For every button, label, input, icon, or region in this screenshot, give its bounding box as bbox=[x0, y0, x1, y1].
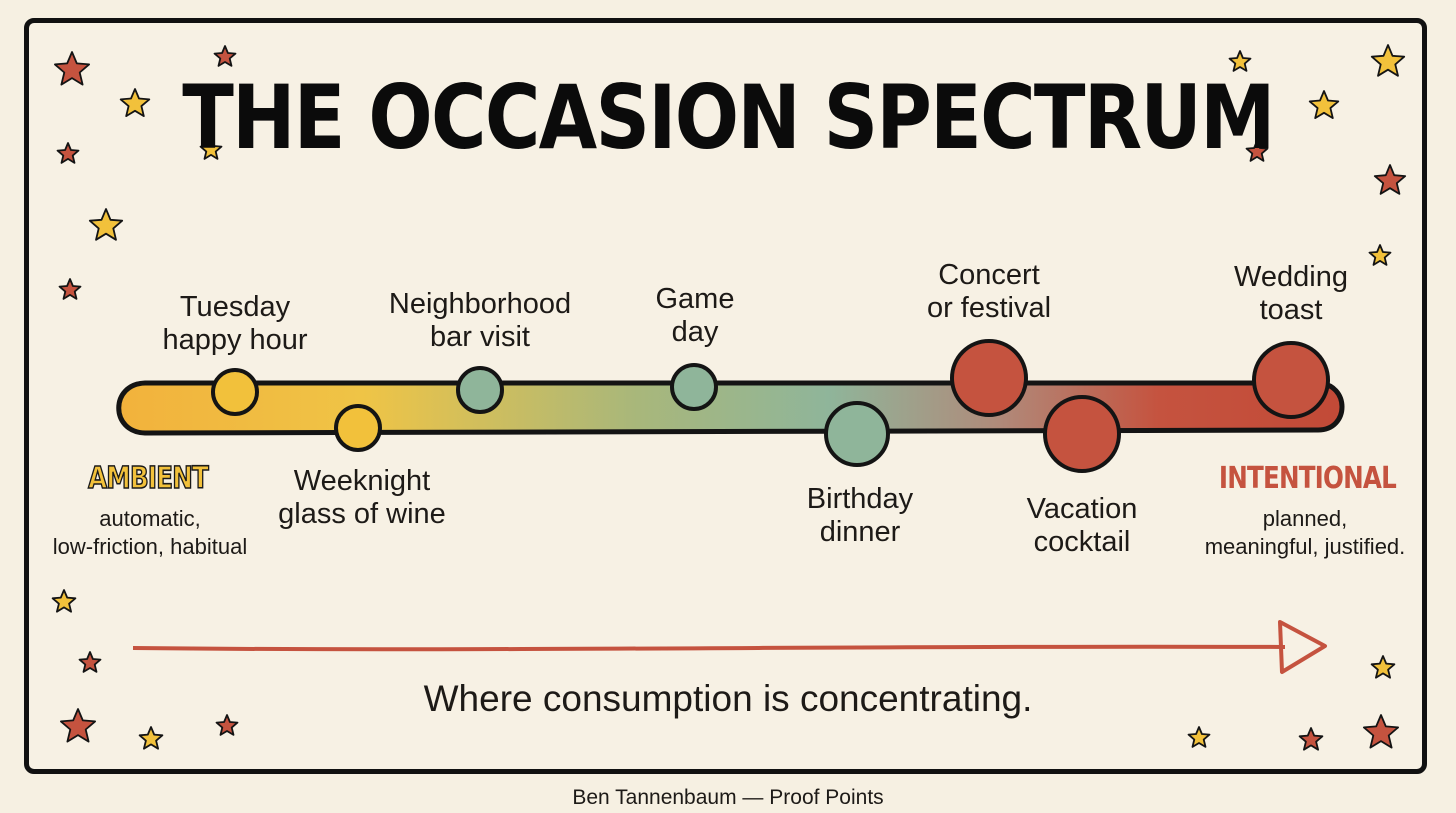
star-icon bbox=[1245, 140, 1269, 162]
spectrum-bar bbox=[116, 379, 1345, 436]
occasion-marker bbox=[670, 363, 718, 411]
occasion-marker bbox=[456, 366, 504, 414]
star-icon bbox=[54, 51, 90, 86]
arrow-caption: Where consumption is concentrating. bbox=[423, 678, 1033, 719]
star-icon bbox=[78, 651, 102, 673]
star-icon bbox=[1368, 244, 1392, 266]
intentional-description: planned, meaningful, justified. bbox=[1204, 506, 1406, 559]
concentration-arrow bbox=[132, 620, 1327, 674]
star-icon bbox=[1187, 726, 1211, 748]
occasion-label-tuesday-happy-hour: Tuesday happy hour bbox=[162, 291, 308, 356]
occasion-marker bbox=[950, 339, 1028, 417]
occasion-marker bbox=[211, 368, 259, 416]
occasion-label-birthday-dinner: Birthday dinner bbox=[806, 483, 914, 548]
star-icon bbox=[58, 278, 82, 300]
credit-line: Ben Tannenbaum — Proof Points bbox=[572, 786, 884, 809]
occasion-label-game-day: Game day bbox=[655, 283, 735, 348]
star-icon bbox=[1363, 714, 1399, 749]
star-icon bbox=[1308, 90, 1340, 119]
star-icon bbox=[213, 45, 237, 67]
occasion-marker bbox=[334, 404, 382, 452]
ambient-label: AMBIENT bbox=[87, 460, 209, 497]
star-icon bbox=[1373, 164, 1407, 195]
star-icon bbox=[56, 142, 80, 164]
occasion-label-weeknight-wine: Weeknight glass of wine bbox=[278, 465, 446, 530]
occasion-label-neighborhood-bar: Neighborhood bar visit bbox=[388, 288, 572, 353]
star-icon bbox=[1370, 655, 1396, 679]
occasion-marker bbox=[1043, 395, 1121, 473]
occasion-marker bbox=[824, 401, 890, 467]
star-icon bbox=[88, 208, 124, 241]
star-icon bbox=[138, 726, 164, 750]
star-icon bbox=[1228, 50, 1252, 72]
star-icon bbox=[60, 708, 96, 743]
occasion-label-wedding-toast: Wedding toast bbox=[1234, 261, 1348, 326]
star-icon bbox=[199, 138, 223, 160]
star-icon bbox=[119, 88, 151, 117]
occasion-markers bbox=[211, 339, 1330, 473]
star-icon bbox=[215, 714, 239, 736]
occasion-marker bbox=[1252, 341, 1330, 419]
occasion-label-concert-festival: Concert or festival bbox=[926, 259, 1052, 324]
occasion-label-vacation-cocktail: Vacation cocktail bbox=[1026, 493, 1138, 558]
page-title: THE OCCASION SPECTRUM bbox=[182, 66, 1275, 169]
intentional-label: INTENTIONAL bbox=[1218, 461, 1397, 496]
star-icon bbox=[1370, 44, 1406, 77]
ambient-description: automatic, low-friction, habitual bbox=[52, 506, 248, 559]
star-icon bbox=[51, 589, 77, 613]
star-icon bbox=[1298, 727, 1324, 751]
